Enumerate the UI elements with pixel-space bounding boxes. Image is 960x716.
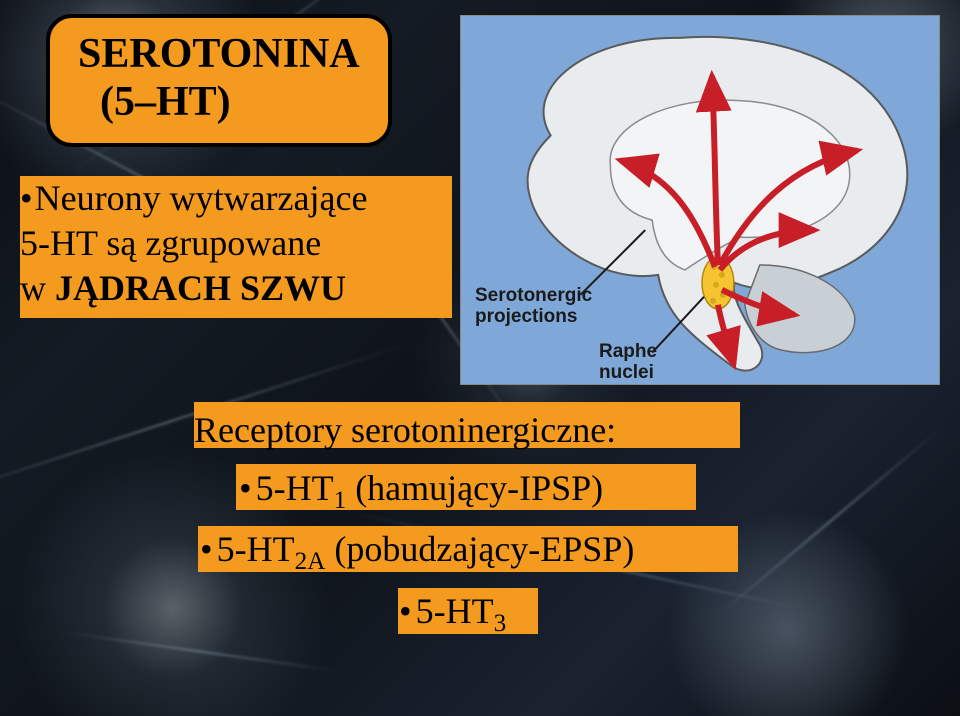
title-line2: (5–HT) <box>78 79 231 125</box>
receptor-item-3: 5-HT3 <box>194 583 634 645</box>
r2-post: (pobudzający-EPSP) <box>325 529 634 569</box>
title-line1: SEROTONINA <box>78 31 360 77</box>
raphe-label-l1: Raphe <box>599 341 657 362</box>
proj-label-l1: Serotonergic <box>475 285 592 306</box>
receptors-text: Receptory serotoninergiczne: 5-HT1 (hamu… <box>194 402 634 644</box>
brain-diagram: Serotonergic projections Raphe nuclei <box>460 15 940 385</box>
r3-sub: 3 <box>494 610 507 637</box>
r1-post: (hamujący-IPSP) <box>346 468 603 508</box>
serotonergic-label: Serotonergic projections <box>475 286 592 328</box>
r3-pre: 5-HT <box>416 591 494 631</box>
r1-sub: 1 <box>334 487 347 514</box>
receptor-item-2: 5-HT2A (pobudzający-EPSP) <box>194 521 634 583</box>
neurons-bold: JĄDRACH SZWU <box>55 268 346 308</box>
proj-label-l2: projections <box>475 306 577 327</box>
neurons-text: Neurony wytwarzające 5-HT są zgrupowane … <box>20 176 367 311</box>
neurons-line2b: w <box>20 268 55 308</box>
receptors-heading: Receptory serotoninergiczne: <box>194 402 634 460</box>
neurons-line3: w JĄDRACH SZWU <box>20 266 367 311</box>
brain-svg <box>461 16 939 384</box>
neurons-line2a: 5-HT są zgrupowane <box>20 221 367 266</box>
neurons-line1: Neurony wytwarzające <box>20 176 367 221</box>
r2-pre: 5-HT <box>217 529 295 569</box>
r1-pre: 5-HT <box>256 468 334 508</box>
raphe-label: Raphe nuclei <box>599 342 657 384</box>
raphe-dot <box>719 272 725 278</box>
r2-sub: 2A <box>295 548 326 575</box>
receptor-item-1: 5-HT1 (hamujący-IPSP) <box>194 460 634 522</box>
title-box: SEROTONINA (5–HT) <box>46 14 392 147</box>
raphe-dot <box>710 298 716 304</box>
raphe-dot <box>713 282 719 288</box>
raphe-label-l2: nuclei <box>599 362 654 383</box>
